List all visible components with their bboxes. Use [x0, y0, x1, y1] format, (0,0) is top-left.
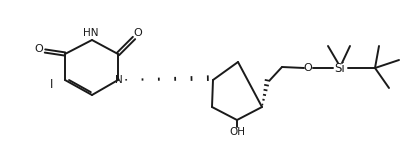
Text: HN: HN — [83, 28, 99, 38]
Text: OH: OH — [229, 127, 245, 137]
Text: O: O — [134, 28, 142, 38]
Text: O: O — [304, 63, 313, 73]
Text: Si: Si — [335, 61, 346, 75]
Text: I: I — [50, 77, 54, 91]
Text: N: N — [115, 75, 123, 85]
Text: O: O — [35, 44, 43, 54]
